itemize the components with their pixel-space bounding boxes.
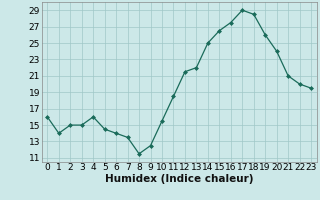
X-axis label: Humidex (Indice chaleur): Humidex (Indice chaleur) (105, 174, 253, 184)
